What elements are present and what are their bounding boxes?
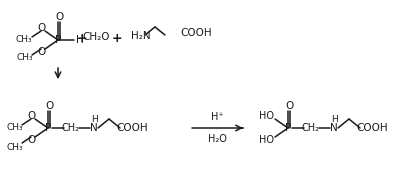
Text: H: H xyxy=(331,115,337,123)
Text: O: O xyxy=(27,135,35,145)
Text: P: P xyxy=(285,123,291,133)
Text: CH₂: CH₂ xyxy=(302,123,320,133)
Text: O: O xyxy=(37,47,45,57)
Text: H: H xyxy=(76,35,84,45)
Text: O: O xyxy=(37,23,45,33)
Text: N: N xyxy=(330,123,338,133)
Text: H₂N: H₂N xyxy=(131,31,151,41)
Text: H⁺: H⁺ xyxy=(211,112,223,122)
Text: COOH: COOH xyxy=(180,28,212,38)
Text: O: O xyxy=(45,101,53,111)
Text: COOH: COOH xyxy=(356,123,388,133)
Text: O: O xyxy=(55,12,63,22)
Text: CH₃: CH₃ xyxy=(16,35,32,44)
Text: +: + xyxy=(112,31,122,45)
Text: CH₃: CH₃ xyxy=(17,53,33,62)
Text: P: P xyxy=(45,123,51,133)
Text: CH₃: CH₃ xyxy=(7,142,23,152)
Text: HO: HO xyxy=(258,135,274,145)
Text: CH₂: CH₂ xyxy=(62,123,80,133)
Text: CH₃: CH₃ xyxy=(7,123,23,132)
Text: O: O xyxy=(27,111,35,121)
Text: COOH: COOH xyxy=(116,123,148,133)
Text: CH₂O: CH₂O xyxy=(82,32,110,42)
Text: HO: HO xyxy=(258,111,274,121)
Text: O: O xyxy=(285,101,293,111)
Text: H: H xyxy=(91,115,97,123)
Text: H₂O: H₂O xyxy=(208,134,226,144)
Text: N: N xyxy=(90,123,98,133)
Text: P: P xyxy=(55,35,61,45)
Text: +: + xyxy=(77,31,87,45)
